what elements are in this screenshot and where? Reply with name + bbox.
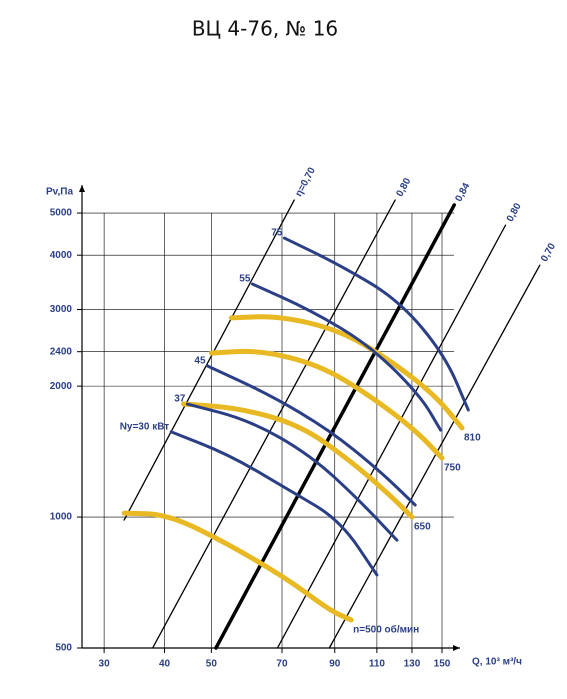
y-tick-label: 4000	[50, 250, 73, 261]
power-label: 55	[239, 274, 251, 285]
x-tick-label: 150	[434, 659, 451, 670]
speed-label: 650	[414, 522, 431, 533]
speed-curve	[228, 314, 465, 431]
x-axis-arrow	[453, 645, 460, 651]
speed-label: 810	[464, 433, 481, 444]
efficiency-label: 0,84	[454, 181, 473, 204]
y-axis-label: Pv,Па	[46, 187, 73, 198]
speed-label: 750	[444, 463, 461, 474]
efficiency-label: η=0,70	[293, 165, 318, 198]
efficiency-label: 0,70	[539, 241, 558, 264]
speed-curve	[208, 348, 445, 461]
y-tick-label: 3000	[50, 304, 73, 315]
x-tick-label: 110	[369, 659, 386, 670]
power-curve	[169, 430, 379, 577]
x-tick-label: 50	[206, 659, 218, 670]
power-curve	[185, 402, 399, 542]
power-label: 37	[174, 394, 186, 405]
y-tick-label: 2400	[50, 346, 73, 357]
efficiency-label: 0,80	[394, 176, 413, 199]
y-tick-label: 2000	[50, 381, 73, 392]
power-curve	[250, 282, 443, 432]
efficiency-label: 0,80	[505, 201, 524, 224]
power-curve	[206, 364, 417, 507]
chart-title: ВЦ 4-76, № 16	[192, 17, 338, 41]
speed-curve	[181, 401, 415, 520]
speed-label: n=500 об/мин	[353, 624, 419, 636]
power-label: 45	[194, 356, 206, 367]
x-axis-label: Q, 10³ м³/ч	[472, 657, 522, 668]
power-label: Ny=30 кВт	[120, 421, 170, 432]
y-tick-label: 5000	[50, 208, 73, 219]
power-curve	[282, 236, 470, 412]
efficiency-line	[214, 203, 456, 650]
power-label: 75	[271, 228, 283, 239]
x-tick-label: 30	[99, 659, 111, 670]
efficiency-line	[328, 264, 541, 649]
x-tick-label: 130	[404, 659, 421, 670]
efficiency-line	[151, 199, 396, 649]
speed-curve	[121, 510, 354, 623]
x-tick-label: 40	[159, 659, 171, 670]
x-tick-label: 90	[329, 659, 341, 670]
efficiency-line	[276, 224, 507, 649]
y-axis-arrow	[79, 185, 85, 192]
y-tick-label: 500	[55, 643, 72, 654]
x-tick-label: 70	[276, 659, 288, 670]
efficiency-line	[123, 199, 295, 521]
y-tick-label: 1000	[50, 512, 73, 523]
